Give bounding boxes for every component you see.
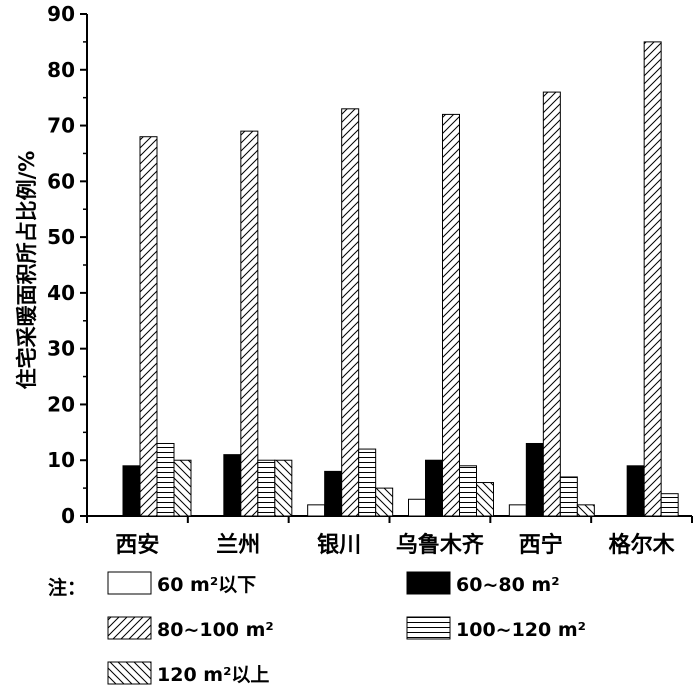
legend-label: 60 m²以下 xyxy=(157,574,256,596)
y-tick-label: 70 xyxy=(47,114,75,138)
bar xyxy=(508,504,527,517)
legend-swatch xyxy=(107,661,152,685)
x-tick-label: 银川 xyxy=(317,533,361,558)
legend-label: 60~80 m² xyxy=(456,574,560,596)
bar xyxy=(643,41,662,517)
bar xyxy=(257,459,276,517)
bar xyxy=(559,476,578,517)
bar xyxy=(542,91,561,517)
bar xyxy=(358,448,377,517)
y-tick-label: 60 xyxy=(47,169,75,193)
bar xyxy=(626,465,645,517)
bar xyxy=(240,130,259,517)
bar xyxy=(425,459,443,517)
bar xyxy=(156,442,175,517)
legend: 注： 60 m²以下 60~80 m² 80~100 m² 100~120 m² 120… xyxy=(48,571,586,686)
bar xyxy=(324,470,343,517)
legend-note-label: 注： xyxy=(48,576,86,599)
x-ticks xyxy=(86,516,693,523)
y-tick-label: 20 xyxy=(47,392,75,416)
x-tick-label: 乌鲁木齐 xyxy=(396,532,485,558)
x-tick-label: 格尔木 xyxy=(609,532,676,558)
legend-swatch xyxy=(406,571,451,595)
bar xyxy=(408,498,426,517)
x-tick-label: 兰州 xyxy=(216,532,260,558)
bar xyxy=(525,442,544,517)
x-tick-label: 西宁 xyxy=(519,532,563,558)
bar xyxy=(375,487,394,517)
bar xyxy=(660,493,679,517)
bar xyxy=(122,465,141,517)
y-axis-label: 住宅采暖面积所占比例/% xyxy=(15,151,39,390)
bar xyxy=(576,504,595,517)
bar xyxy=(173,459,192,517)
y-tick-label: 80 xyxy=(47,58,75,82)
bar xyxy=(341,108,360,517)
legend-swatch xyxy=(107,571,152,595)
legend-label: 100~120 m² xyxy=(456,619,586,641)
bar xyxy=(223,454,242,517)
legend-label: 80~100 m² xyxy=(157,619,274,641)
bar xyxy=(459,465,477,517)
bar xyxy=(274,459,293,517)
y-tick-label: 0 xyxy=(61,504,75,528)
legend-label: 120 m²以上 xyxy=(157,664,269,686)
x-tick-label: 西安 xyxy=(115,532,159,558)
bar xyxy=(139,136,158,517)
y-tick-label: 30 xyxy=(47,337,75,361)
category-labels: 西安 兰州 银川 乌鲁木齐 西宁 格尔木 xyxy=(115,532,675,558)
bar xyxy=(442,113,460,517)
y-tick-label: 90 xyxy=(47,2,75,26)
y-ticks: 0 10 20 30 40 50 60 70 80 90 xyxy=(47,2,87,528)
y-tick-label: 50 xyxy=(47,225,75,249)
y-tick-label: 40 xyxy=(47,281,75,305)
legend-swatch xyxy=(406,616,451,640)
bar xyxy=(476,482,494,517)
y-tick-label: 10 xyxy=(47,448,75,472)
bars xyxy=(122,41,679,517)
legend-swatch xyxy=(107,616,152,640)
bar xyxy=(307,504,326,517)
